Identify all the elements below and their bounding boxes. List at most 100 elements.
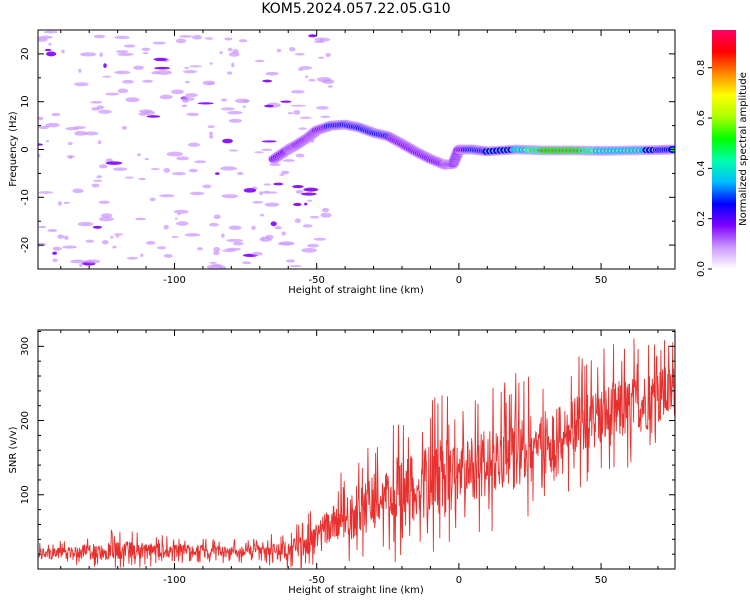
spectrogram-noise-blob bbox=[126, 256, 139, 260]
spectrogram-noise-blob bbox=[138, 177, 146, 181]
spectrogram-noise-blob bbox=[92, 225, 103, 229]
spectrogram-noise-blob bbox=[83, 131, 99, 136]
spectrogram-noise-blob bbox=[294, 218, 301, 224]
spectrogram-noise-blob bbox=[231, 62, 235, 68]
spectrogram-noise-blob bbox=[219, 265, 226, 269]
spectrogram-noise-blob bbox=[156, 246, 167, 250]
spectrogram-noise-blob bbox=[187, 142, 201, 147]
spectrogram-noise-blob bbox=[189, 191, 205, 196]
spectrogram-noise-blob bbox=[298, 127, 308, 130]
spectrogram-x-tick-label: -100 bbox=[163, 275, 186, 286]
spectrogram-noise-blob bbox=[92, 179, 103, 182]
spectrogram-marks bbox=[38, 30, 675, 269]
spectrogram-noise-blob bbox=[274, 226, 282, 230]
spectrogram-noise-blob bbox=[194, 160, 207, 164]
spectrogram-noise-blob bbox=[228, 118, 242, 123]
spectrogram-noise-blob bbox=[186, 112, 199, 117]
spectrogram-noise-blob bbox=[288, 46, 296, 52]
spectrogram-noise-blob bbox=[52, 251, 57, 255]
spectrogram-noise-blob bbox=[140, 253, 144, 257]
spectrogram-y-tick-label: 10 bbox=[20, 95, 31, 108]
spectrogram-noise-blob bbox=[238, 39, 248, 43]
spectrogram-noise-blob bbox=[117, 88, 129, 94]
spectrogram-noise-blob bbox=[101, 239, 109, 245]
spectrogram-noise-blob bbox=[228, 51, 240, 57]
spectrogram-noise-blob bbox=[115, 235, 120, 238]
spectrogram-noise-blob bbox=[228, 149, 239, 152]
spectrogram-noise-blob bbox=[227, 110, 243, 115]
spectrogram-noise-blob bbox=[93, 34, 106, 39]
spectrogram-noise-blob bbox=[38, 35, 53, 39]
spectrogram-noise-blob bbox=[297, 68, 304, 71]
spectrogram-noise-blob bbox=[209, 62, 213, 65]
spectrogram-noise-blob bbox=[302, 224, 313, 228]
spectrogram-noise-blob bbox=[121, 125, 128, 130]
spectrogram-noise-blob bbox=[320, 115, 331, 119]
spectrogram-noise-blob bbox=[48, 42, 52, 46]
spectrogram-noise-blob bbox=[303, 187, 319, 192]
spectrogram-noise-blob bbox=[38, 225, 47, 229]
spectrogram-noise-blob bbox=[287, 112, 293, 115]
spectrogram-noise-blob bbox=[142, 79, 154, 83]
spectrogram-y-tick-label: 20 bbox=[20, 48, 31, 61]
spectrogram-noise-blob bbox=[254, 59, 265, 63]
spectrogram-noise-blob bbox=[150, 168, 160, 171]
spectrogram-noise-blob bbox=[91, 107, 100, 111]
spectrogram-noise-blob bbox=[85, 259, 101, 264]
spectrogram-noise-blob bbox=[85, 239, 95, 243]
spectrogram-y-axis-label: Frequency (Hz) bbox=[8, 111, 19, 187]
spectrogram-x-ticks: -100 -50 0 50 bbox=[60, 30, 659, 286]
spectrogram-noise-blob bbox=[320, 212, 332, 218]
spectrogram-noise-blob bbox=[159, 94, 173, 100]
spectrogram-noise-blob bbox=[57, 234, 65, 239]
snr-x-tick-label: 0 bbox=[456, 575, 462, 586]
spectrogram-noise-blob bbox=[197, 247, 203, 251]
spectrogram-noise-blob bbox=[163, 224, 169, 230]
spectrogram-noise-blob bbox=[258, 191, 264, 196]
spectrogram-noise-blob bbox=[191, 35, 203, 40]
spectrogram-noise-blob bbox=[80, 52, 97, 57]
spectrogram-noise-blob bbox=[299, 116, 312, 119]
spectrogram-noise-blob bbox=[273, 182, 284, 186]
spectrogram-noise-blob bbox=[171, 235, 179, 239]
spectrogram-noise-blob bbox=[145, 241, 156, 245]
spectrogram-noise-blob bbox=[280, 170, 290, 175]
spectrogram-noise-blob bbox=[174, 217, 178, 220]
spectrogram-noise-blob bbox=[264, 202, 280, 207]
spectrogram-noise-blob bbox=[68, 155, 73, 160]
spectrogram-noise-blob bbox=[308, 78, 316, 82]
spectrogram-noise-blob bbox=[276, 48, 282, 53]
spectrogram-noise-blob bbox=[188, 168, 198, 173]
spectrogram-noise-blob bbox=[207, 125, 215, 129]
spectrogram-noise-blob bbox=[90, 101, 103, 104]
colorbar-tick-label: 0.2 bbox=[696, 211, 707, 227]
spectrogram-noise-blob bbox=[98, 164, 108, 169]
spectrogram-noise-blob bbox=[290, 89, 305, 94]
spectrogram-noise-blob bbox=[262, 79, 273, 83]
spectrogram-noise-blob bbox=[102, 75, 112, 78]
spectrogram-noise-blob bbox=[251, 225, 256, 231]
spectrogram-noise-blob bbox=[125, 176, 135, 179]
figure-title: KOM5.2024.057.22.05.G10 bbox=[261, 1, 451, 17]
spectrogram-noise-blob bbox=[280, 100, 292, 103]
spectrogram-noise-blob bbox=[38, 116, 44, 121]
spectrogram-noise-blob bbox=[45, 140, 50, 143]
spectrogram-noise-blob bbox=[125, 97, 140, 103]
spectrogram-noise-blob bbox=[158, 194, 175, 198]
spectrogram-noise-blob bbox=[279, 173, 285, 176]
spectrogram-noise-blob bbox=[153, 57, 168, 62]
spectrogram-noise-blob bbox=[72, 126, 87, 130]
spectrogram-noise-blob bbox=[281, 231, 287, 236]
snr-y-ticks: 100 200 300 bbox=[20, 330, 675, 570]
spectrogram-noise-blob bbox=[278, 241, 295, 246]
spectrogram-noise-blob bbox=[220, 166, 238, 171]
spectrogram-noise-blob bbox=[176, 221, 189, 226]
snr-x-tick-label: -50 bbox=[309, 575, 325, 586]
snr-series-line bbox=[38, 338, 675, 568]
colorbar-tick-label: 0.0 bbox=[696, 261, 707, 277]
spectrogram-noise-blob bbox=[137, 153, 141, 157]
snr-x-tick-label: 50 bbox=[595, 575, 608, 586]
spectrogram-noise-blob bbox=[100, 213, 113, 219]
spectrogram-noise-blob bbox=[222, 249, 237, 252]
